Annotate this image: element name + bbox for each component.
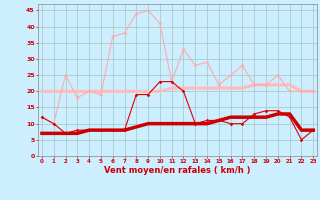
X-axis label: Vent moyen/en rafales ( km/h ): Vent moyen/en rafales ( km/h ) <box>104 166 251 175</box>
